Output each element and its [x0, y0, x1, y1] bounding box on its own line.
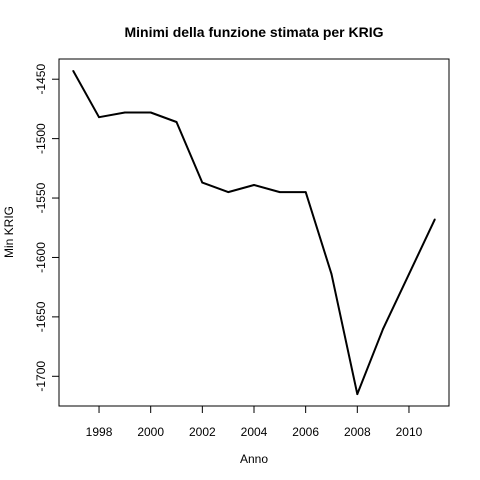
- data-point: [433, 218, 436, 221]
- y-tick-label: -1700: [34, 361, 48, 392]
- x-tick-label: 2006: [292, 425, 319, 439]
- series-line: [72, 70, 436, 396]
- x-tick-label: 2002: [189, 425, 216, 439]
- x-tick-label: 2000: [137, 425, 164, 439]
- data-point: [149, 111, 152, 114]
- series-group: [72, 69, 436, 396]
- data-point: [382, 327, 385, 330]
- x-axis-label: Anno: [240, 452, 268, 466]
- y-tick-label: -1450: [34, 64, 48, 95]
- data-point: [123, 111, 126, 114]
- data-point: [175, 121, 178, 123]
- y-tick-label: -1500: [34, 123, 48, 154]
- data-point: [278, 191, 281, 193]
- x-tick-label: 2010: [396, 425, 423, 439]
- chart-title: Minimi della funzione stimata per KRIG: [124, 24, 383, 40]
- data-point: [408, 273, 410, 275]
- plot-area-frame: [58, 58, 450, 407]
- data-point: [98, 116, 100, 119]
- y-axis: -1700 -1650 -1600 -1550 -1500 -1450: [34, 64, 60, 392]
- x-tick-label: 1998: [86, 425, 113, 439]
- data-point: [253, 184, 255, 186]
- x-axis: 1998 2000 2002 2004 2006 2008 2010: [86, 405, 423, 439]
- data-point: [201, 181, 204, 184]
- x-tick-label: 2004: [241, 425, 268, 439]
- x-tick-label: 2008: [344, 425, 371, 439]
- data-point: [72, 69, 75, 72]
- y-axis-label: Min KRIG: [2, 206, 16, 258]
- data-point: [330, 273, 333, 275]
- y-tick-label: -1650: [34, 301, 48, 332]
- y-tick-label: -1550: [34, 182, 48, 213]
- data-point: [227, 191, 230, 193]
- y-tick-label: -1600: [34, 242, 48, 273]
- data-point: [304, 191, 307, 193]
- data-point: [356, 393, 359, 396]
